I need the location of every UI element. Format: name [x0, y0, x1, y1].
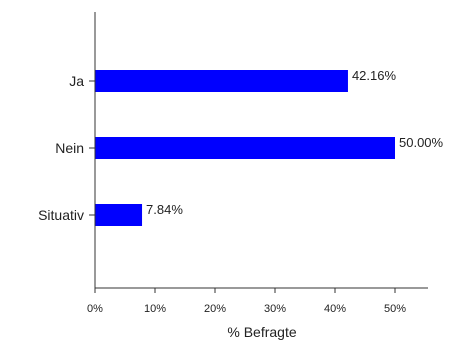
x-tick-label: 20%: [204, 303, 226, 315]
value-label: 50.00%: [399, 135, 444, 150]
x-axis-label: % Befragte: [227, 324, 296, 340]
x-tick-label: 50%: [384, 303, 406, 315]
x-tick-label: 30%: [264, 303, 286, 315]
x-tick-label: 0%: [87, 303, 103, 315]
category-label: Ja: [69, 73, 84, 89]
category-label: Nein: [55, 140, 84, 156]
bar: [95, 137, 395, 159]
plot-area: 42.16% 50.00% 7.84%: [95, 68, 444, 226]
x-tick-label: 10%: [144, 303, 166, 315]
x-tick-label: 40%: [324, 303, 346, 315]
axes: 0% 10% 20% 30% 40% 50% Ja Nein Situativ: [38, 12, 428, 315]
category-label: Situativ: [38, 207, 84, 223]
bar: [95, 204, 143, 226]
bar: [95, 70, 348, 92]
value-label: 7.84%: [146, 202, 183, 217]
value-label: 42.16%: [352, 68, 397, 83]
